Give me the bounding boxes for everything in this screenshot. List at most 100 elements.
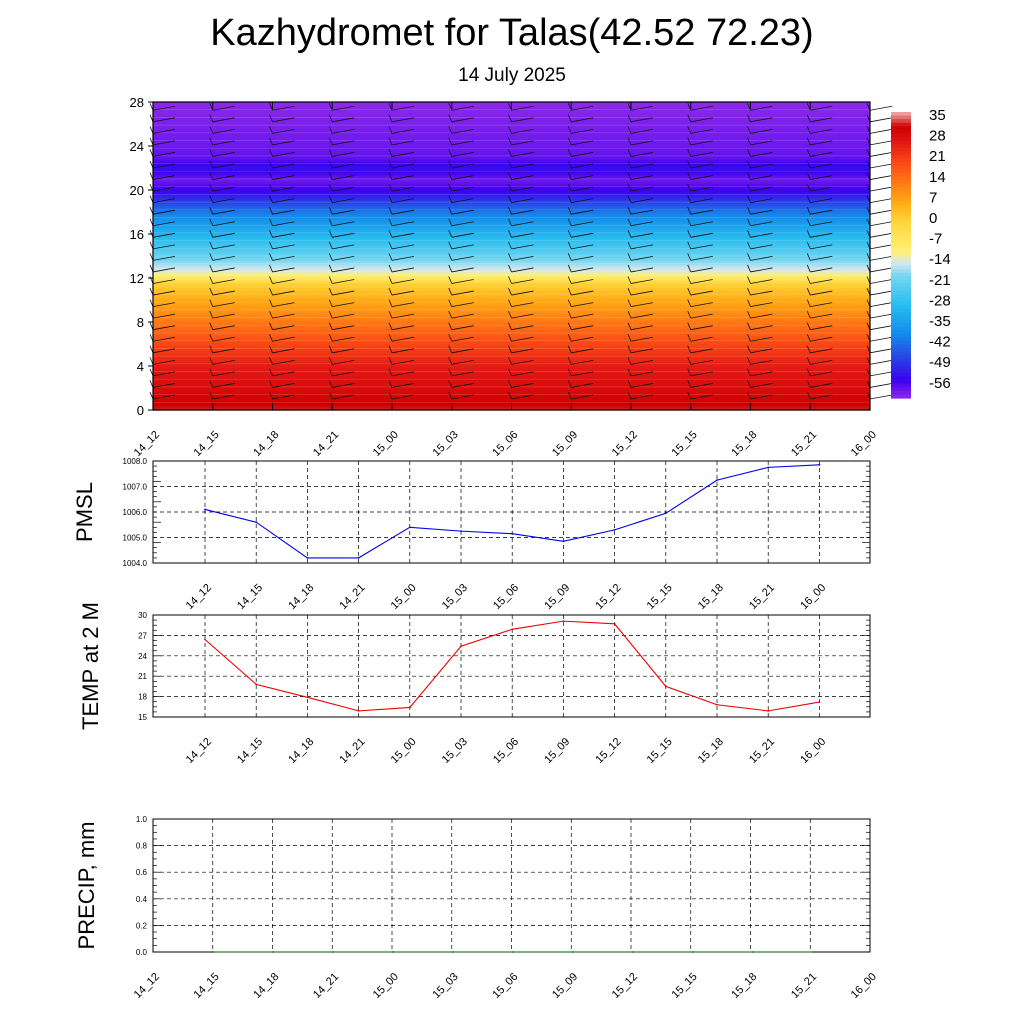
y-tick-label: 16	[130, 227, 144, 242]
wind-barb-flag	[269, 322, 273, 330]
wind-barb	[511, 175, 534, 180]
data-point	[818, 701, 821, 703]
wind-barb-flag	[806, 160, 811, 169]
wind-barb	[810, 244, 833, 250]
wind-barb	[272, 105, 295, 111]
colorbar-swatch	[891, 183, 911, 188]
colorbar-swatch	[891, 147, 911, 152]
wind-barb	[272, 175, 295, 180]
wind-barb	[212, 209, 235, 215]
wind-barb-flag	[567, 264, 572, 273]
wind-barb-flag	[328, 345, 333, 353]
wind-barb-flag	[448, 230, 453, 238]
wind-barb-flag	[269, 310, 273, 319]
wind-barb	[451, 313, 474, 319]
temperature-band	[153, 284, 870, 288]
wind-barb-flag	[687, 195, 692, 203]
x-tick-label: 14_12	[184, 736, 214, 766]
wind-barb-flag	[687, 241, 692, 250]
wind-barb	[869, 232, 893, 238]
y-tick-label: 21	[138, 672, 147, 681]
wind-barb	[810, 232, 833, 238]
wind-barb	[391, 152, 415, 157]
wind-barb	[630, 209, 654, 215]
colorbar-swatch	[891, 326, 911, 331]
wind-barb	[152, 371, 176, 377]
wind-barb-flag	[328, 276, 333, 284]
wind-barb	[152, 256, 176, 261]
wind-barb-flag	[806, 114, 811, 122]
wind-barb-flag	[747, 172, 751, 180]
colorbar-swatch	[891, 265, 911, 270]
wind-barb-flag	[747, 137, 751, 146]
wind-barb-flag	[508, 357, 512, 365]
wind-barb-flag	[627, 287, 632, 296]
wind-barb	[391, 290, 415, 296]
wind-barb-flag	[269, 241, 273, 250]
wind-barb-flag	[269, 149, 273, 157]
wind-barb	[272, 152, 295, 157]
temperature-band	[153, 291, 870, 294]
wind-barb-flag	[508, 276, 512, 284]
wind-barb	[451, 359, 474, 365]
temperature-band	[153, 399, 870, 402]
wind-barb-flag	[328, 253, 333, 261]
wind-barb	[332, 117, 355, 123]
wind-barb	[630, 105, 654, 111]
colorbar-swatch	[891, 154, 911, 160]
data-point	[562, 620, 565, 623]
temperature-band	[153, 297, 870, 301]
wind-barb	[451, 244, 474, 250]
wind-barb-flag	[448, 322, 453, 330]
wind-barb	[212, 359, 235, 365]
wind-barb-flag	[747, 391, 751, 400]
wind-barb-flag	[567, 391, 572, 400]
temperature-band	[153, 227, 870, 231]
temperature-band	[153, 313, 870, 316]
wind-barb-flag	[687, 126, 692, 134]
wind-barb	[511, 325, 534, 331]
colorbar-swatch	[891, 319, 911, 324]
wind-barb-flag	[388, 241, 393, 250]
data-point	[818, 463, 821, 466]
temperature-band	[153, 379, 870, 382]
wind-barb	[630, 336, 654, 342]
wind-barb	[212, 163, 235, 169]
temperature-band	[153, 275, 870, 279]
wind-barb-flag	[627, 126, 632, 134]
wind-barb	[212, 175, 235, 180]
wind-barb-flag	[328, 172, 333, 180]
wind-barb-flag	[627, 345, 632, 353]
wind-barb	[272, 128, 295, 134]
temperature-band	[153, 300, 870, 303]
wind-barb	[810, 359, 833, 365]
wind-barb	[152, 244, 176, 250]
y-tick-label: 0	[137, 403, 144, 418]
wind-barb	[571, 140, 594, 146]
y-tick-label: 27	[138, 631, 147, 640]
wind-barb	[511, 290, 534, 296]
wind-barb	[391, 267, 415, 273]
y-tick-label: 1004.0	[123, 559, 148, 568]
y-axis-label: PRECIP, mm	[74, 822, 99, 950]
wind-barb	[690, 175, 713, 180]
wind-barb-flag	[269, 380, 273, 388]
wind-barb-flag	[328, 207, 333, 215]
wind-barb-flag	[747, 345, 751, 353]
temperature-band	[153, 269, 870, 272]
data-point	[692, 951, 694, 953]
temperature-band	[153, 115, 870, 118]
wind-barb	[451, 302, 474, 307]
data-point	[306, 696, 309, 699]
wind-barb	[152, 175, 176, 180]
wind-barb	[272, 371, 295, 377]
wind-barb-flag	[508, 334, 512, 342]
colorbar-label: 28	[929, 128, 946, 145]
wind-barb	[212, 128, 235, 134]
temperature-band	[153, 346, 870, 349]
colorbar-swatch	[891, 355, 911, 360]
colorbar-swatch	[891, 169, 911, 174]
wind-barb-flag	[687, 322, 692, 330]
wind-barb	[630, 175, 654, 180]
x-tick-label: 15_03	[431, 429, 461, 459]
